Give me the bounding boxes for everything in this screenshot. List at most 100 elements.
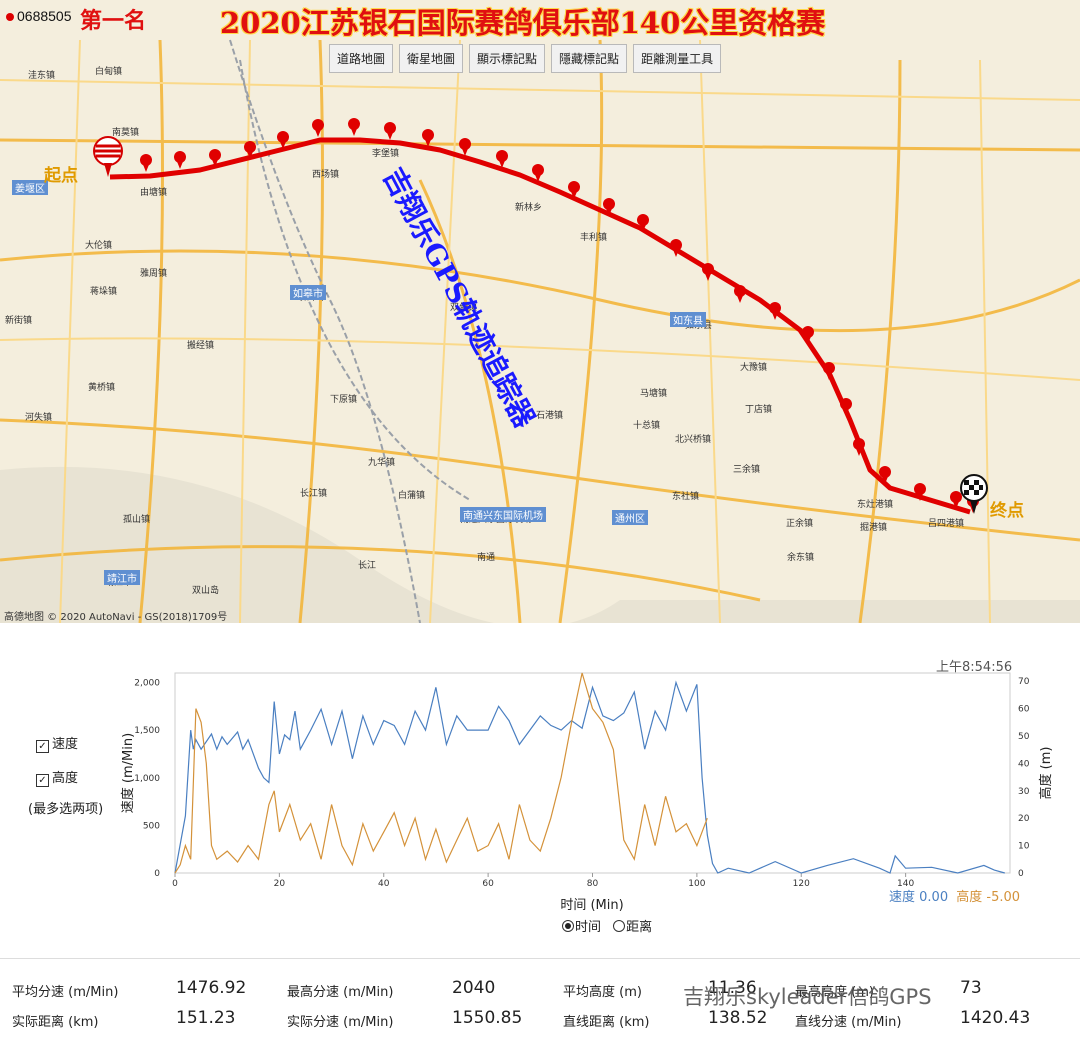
checkbox-icon[interactable]: ✓ <box>36 740 49 753</box>
pigeon-id: 0688505 <box>6 8 72 24</box>
place-label: 蒋垛镇 <box>90 287 118 297</box>
waypoint-marker-icon[interactable] <box>174 151 186 169</box>
place-label: 正余镇 <box>786 519 814 529</box>
satellite-map-button[interactable]: 衛星地圖 <box>399 44 464 73</box>
finish-marker-icon[interactable] <box>960 474 988 514</box>
y-right-tick-label: 50 <box>1018 732 1030 742</box>
place-label: 搬经镇 <box>187 341 215 351</box>
radio-selected-icon[interactable] <box>562 920 574 932</box>
place-label: 白蒲镇 <box>398 491 426 501</box>
y-right-tick-label: 20 <box>1018 814 1030 824</box>
plot-frame <box>174 672 1011 874</box>
alt-readout-value: -5.00 <box>986 890 1021 905</box>
waypoint-marker-icon[interactable] <box>734 285 746 303</box>
max-alt-value: 73 <box>960 978 982 998</box>
place-label: 丰利镇 <box>580 233 608 243</box>
y-left-tick-label: 2,000 <box>134 679 160 689</box>
place-label: 孤山镇 <box>123 515 151 525</box>
y-right-tick-label: 40 <box>1018 759 1030 769</box>
x-mode-selector: 时间 距离 <box>562 916 652 935</box>
place-label: 双山岛 <box>192 586 220 596</box>
x-axis-label: 时间 (Min) <box>560 898 623 913</box>
city-label: 通州区 <box>612 510 648 525</box>
waypoint-marker-icon[interactable] <box>459 138 471 156</box>
waypoint-marker-icon[interactable] <box>568 181 580 199</box>
alt-readout-label: 高度 <box>956 890 983 905</box>
checkbox-icon[interactable]: ✓ <box>36 774 49 787</box>
place-label: 雅周镇 <box>140 269 168 279</box>
x-tick-label: 100 <box>688 879 705 889</box>
place-label: 吕四港镇 <box>928 519 965 529</box>
place-label: 长江 <box>358 561 377 571</box>
waypoint-marker-icon[interactable] <box>384 122 396 140</box>
show-markers-button[interactable]: 顯示標記點 <box>469 44 546 73</box>
y-left-tick-label: 1,500 <box>134 726 160 736</box>
straight-speed-label: 直线分速 (m/Min) <box>795 1015 902 1030</box>
distance-radio[interactable]: 距离 <box>613 920 652 935</box>
waypoint-marker-icon[interactable] <box>950 491 962 509</box>
radio-icon[interactable] <box>613 920 626 932</box>
waypoint-marker-icon[interactable] <box>532 164 544 182</box>
place-label: 南莫镇 <box>112 128 140 138</box>
place-label: 掘港镇 <box>860 523 888 533</box>
place-label: 马塘镇 <box>640 389 668 399</box>
y-right-tick-label: 0 <box>1018 869 1024 879</box>
waypoint-marker-icon[interactable] <box>209 149 221 167</box>
time-radio[interactable]: 时间 <box>562 920 601 935</box>
waypoint-marker-icon[interactable] <box>853 438 865 456</box>
waypoint-marker-icon[interactable] <box>637 214 649 232</box>
waypoint-marker-icon[interactable] <box>670 239 682 257</box>
cursor-readout: 速度 0.00 高度 -5.00 <box>889 886 1020 905</box>
waypoint-marker-icon[interactable] <box>840 398 852 416</box>
place-label: 长江镇 <box>300 489 328 499</box>
place-label: 大伦镇 <box>85 241 113 251</box>
waypoint-marker-icon[interactable] <box>823 362 835 380</box>
waypoint-marker-icon[interactable] <box>802 326 814 344</box>
start-marker-icon[interactable] <box>93 136 123 177</box>
city-label: 如皋市 <box>290 285 326 300</box>
hide-markers-button[interactable]: 隱藏標記點 <box>551 44 628 73</box>
waypoint-marker-icon[interactable] <box>603 198 615 216</box>
place-label: 新林乡 <box>515 203 543 213</box>
x-tick-label: 80 <box>587 879 599 889</box>
place-label: 河失镇 <box>25 413 53 423</box>
place-label: 下原镇 <box>330 395 358 405</box>
map-canvas[interactable] <box>0 0 1080 623</box>
waypoint-marker-icon[interactable] <box>277 131 289 149</box>
actual-distance-value: 151.23 <box>176 1008 236 1028</box>
start-label: 起点 <box>44 166 78 186</box>
speed-toggle[interactable]: ✓ 速度 <box>36 733 103 753</box>
waypoint-marker-icon[interactable] <box>769 302 781 320</box>
place-label: 北兴桥镇 <box>675 435 712 445</box>
x-tick-label: 0 <box>172 879 178 889</box>
y-axis-left-label: 速度 (m/Min) <box>120 733 136 813</box>
map-attribution: 高德地图 © 2020 AutoNavi - GS(2018)1709号 <box>4 612 228 623</box>
y-left-tick-label: 500 <box>143 821 160 831</box>
city-label: 南通兴东国际机场 <box>460 507 546 522</box>
waypoint-marker-icon[interactable] <box>702 263 714 281</box>
x-tick-label: 20 <box>274 879 286 889</box>
distance-tool-button[interactable]: 距離測量工具 <box>633 44 722 73</box>
waypoint-marker-icon[interactable] <box>348 118 360 136</box>
max-speed-label: 最高分速 (m/Min) <box>287 985 394 1000</box>
waypoint-marker-icon[interactable] <box>140 154 152 172</box>
waypoint-marker-icon[interactable] <box>422 129 434 147</box>
map-toolbar: 道路地圖 衛星地圖 顯示標記點 隱藏標記點 距離測量工具 <box>329 44 722 73</box>
waypoint-marker-icon[interactable] <box>496 150 508 168</box>
altitude-toggle[interactable]: ✓ 高度 <box>36 767 103 787</box>
speed-series-line <box>174 680 1005 874</box>
waypoint-marker-icon[interactable] <box>244 141 256 159</box>
actual-distance-label: 实际距离 (km) <box>12 1015 99 1030</box>
waypoint-marker-icon[interactable] <box>312 119 324 137</box>
place-label: 东灶港镇 <box>857 500 894 510</box>
end-label: 终点 <box>990 501 1024 521</box>
road-map-button[interactable]: 道路地圖 <box>329 44 394 73</box>
city-label: 姜堰区 <box>12 180 48 195</box>
place-label: 洼东镇 <box>28 71 56 81</box>
waypoint-marker-icon[interactable] <box>914 483 926 501</box>
waypoint-marker-icon[interactable] <box>879 466 891 484</box>
brand-watermark: 吉翔乐skyleader信鸽GPS <box>683 985 932 1009</box>
speed-readout-value: 0.00 <box>919 890 949 905</box>
route-map[interactable]: 0688505 第一名 2020江苏银石国际赛鸽俱乐部140公里资格赛 道路地圖… <box>0 0 1080 623</box>
